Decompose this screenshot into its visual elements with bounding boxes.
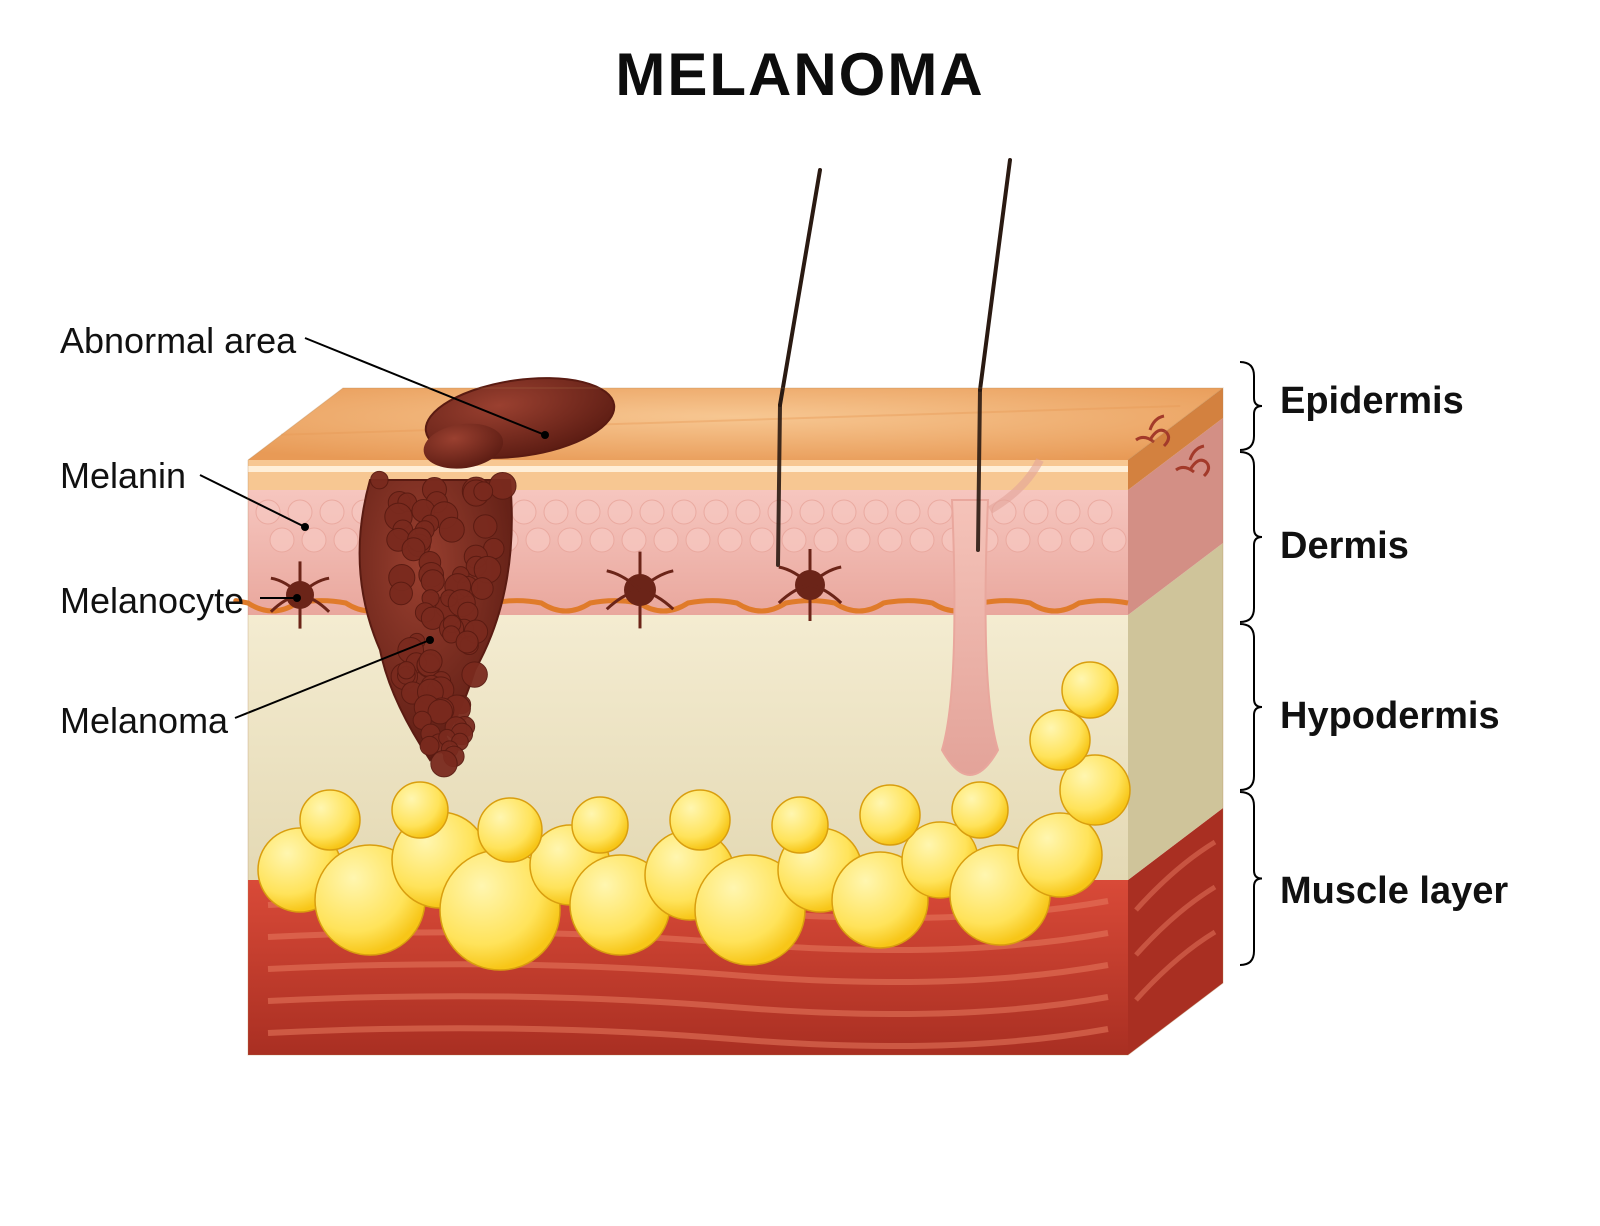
diagram-stage: MELANOMA [0, 0, 1600, 1226]
label-muscle-layer: Muscle layer [1280, 870, 1508, 913]
label-dermis: Dermis [1280, 525, 1409, 568]
label-melanoma: Melanoma [60, 700, 228, 742]
label-epidermis: Epidermis [1280, 380, 1464, 423]
label-melanocyte: Melanocyte [60, 580, 244, 622]
label-hypodermis: Hypodermis [1280, 695, 1500, 738]
label-melanin: Melanin [60, 455, 186, 497]
label-abnormal-area: Abnormal area [60, 320, 296, 362]
